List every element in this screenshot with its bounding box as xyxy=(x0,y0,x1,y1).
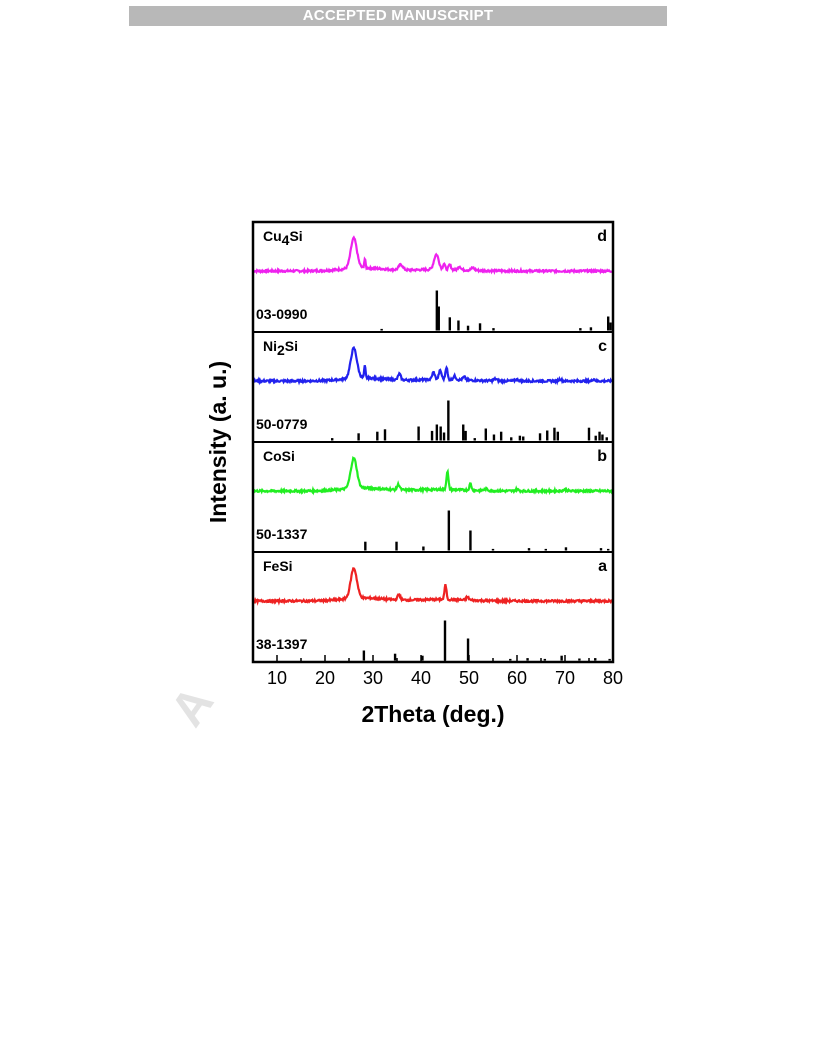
reference-lines-c xyxy=(330,400,608,441)
accepted-manuscript-banner: ACCEPTED MANUSCRIPT xyxy=(129,6,667,26)
xrd-stacked-chart: Cu4Si 03-0990 d Ni2Si 50-0779 c CoSi 50-1337 b Fe… xyxy=(205,220,623,727)
x-tick-label: 30 xyxy=(363,668,383,688)
pattern-line-d xyxy=(252,235,614,275)
panel-letter-d: d xyxy=(597,228,607,245)
sample-label-d: Cu4Si xyxy=(263,228,303,248)
reference-code-a: 38-1397 xyxy=(256,636,308,652)
sample-label-a: FeSi xyxy=(263,558,293,574)
reference-lines-d xyxy=(380,290,612,331)
panel-letter-c: c xyxy=(598,338,607,355)
plot-area: Cu4Si 03-0990 d Ni2Si 50-0779 c CoSi 50-1337 b Fe… xyxy=(252,228,615,661)
panel-c: Ni2Si 50-0779 c xyxy=(252,331,614,441)
panel-letter-b: b xyxy=(597,448,607,465)
reference-lines-b xyxy=(364,510,610,551)
x-tick-label: 10 xyxy=(267,668,287,688)
x-tick-label: 50 xyxy=(459,668,479,688)
panel-letter-a: a xyxy=(598,558,607,575)
plot-frame xyxy=(251,220,615,664)
panel-b: CoSi 50-1337 b xyxy=(252,441,614,551)
reference-code-c: 50-0779 xyxy=(256,416,308,432)
x-tick-label: 60 xyxy=(507,668,527,688)
x-tick-label: 70 xyxy=(555,668,575,688)
reference-lines-a xyxy=(362,620,611,661)
sample-label-c: Ni2Si xyxy=(263,338,298,358)
pattern-line-c xyxy=(252,345,614,386)
reference-code-b: 50-1337 xyxy=(256,526,308,542)
x-axis-title: 2Theta (deg.) xyxy=(361,701,504,727)
x-tick-label: 20 xyxy=(315,668,335,688)
y-axis-title: Intensity (a. u.) xyxy=(205,361,231,523)
panel-d: Cu4Si 03-0990 d xyxy=(252,228,614,331)
pattern-line-a xyxy=(252,567,615,606)
reference-code-d: 03-0990 xyxy=(256,306,308,322)
sample-label-b: CoSi xyxy=(263,448,295,464)
x-tick-label: 40 xyxy=(411,668,431,688)
panel-a: FeSi 38-1397 a xyxy=(252,551,615,661)
x-tick-label: 80 xyxy=(603,668,623,688)
x-axis: 10 20 30 40 50 60 70 80 xyxy=(252,655,623,688)
pattern-line-b xyxy=(252,456,614,496)
